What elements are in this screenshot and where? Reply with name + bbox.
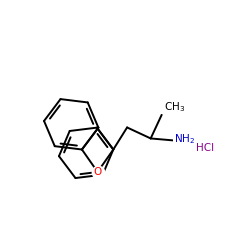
Text: HCl: HCl: [196, 143, 214, 153]
Point: [96, 170, 100, 174]
Text: NH$_2$: NH$_2$: [174, 132, 195, 146]
Text: O: O: [94, 167, 102, 177]
Text: CH$_3$: CH$_3$: [164, 100, 185, 114]
